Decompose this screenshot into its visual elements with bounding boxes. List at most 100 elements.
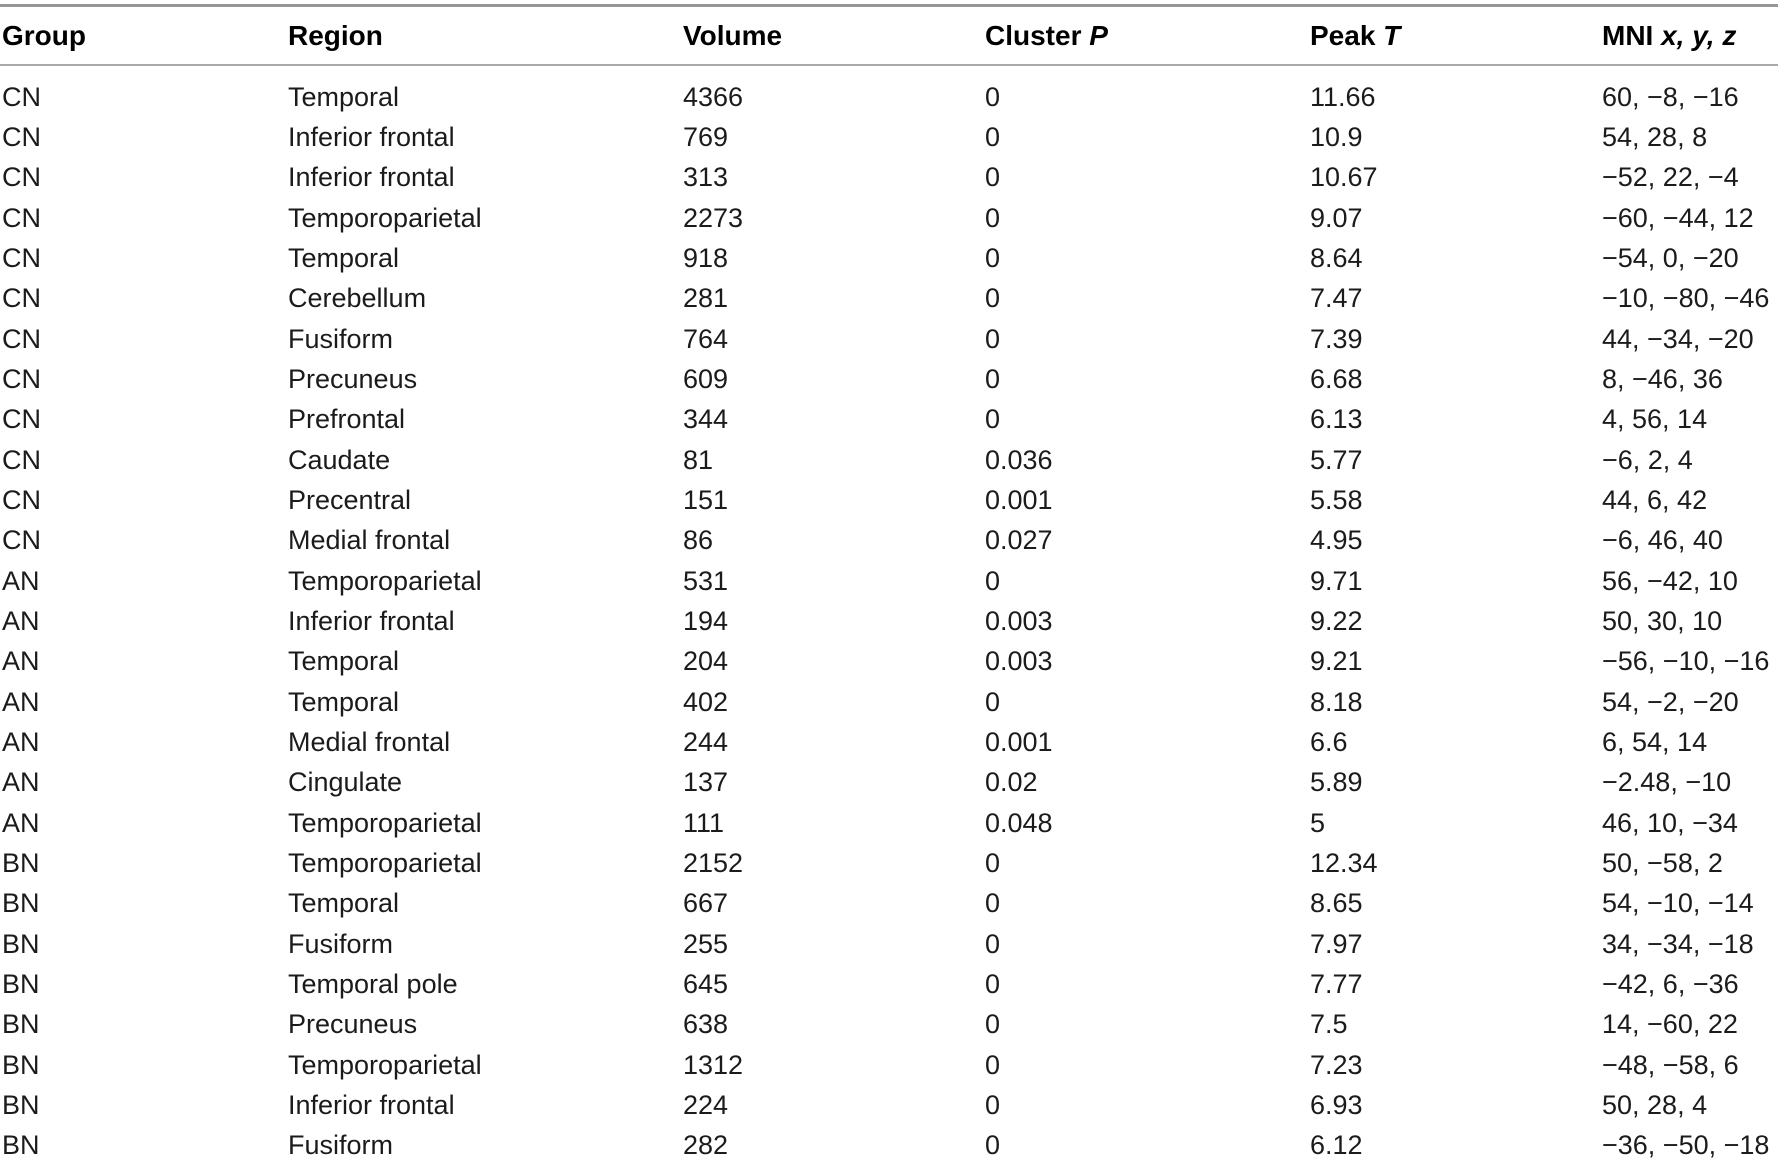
- cell-group: CN: [2, 283, 41, 314]
- cell-peak_t: 5.77: [1310, 444, 1363, 475]
- table-row: CN Cerebellum 281 0 7.47 −10, −80, −46: [0, 279, 1778, 319]
- table-row: BN Temporoparietal 2152 0 12.34 50, −58, 2: [0, 843, 1778, 883]
- cell-volume: 638: [683, 1009, 729, 1040]
- table-row: BN Precuneus 638 0 7.5 14, −60, 22: [0, 1005, 1778, 1045]
- table-row: AN Medial frontal 244 0.001 6.6 6, 54, 14: [0, 722, 1778, 762]
- cell-region: Temporoparietal: [288, 202, 482, 233]
- cell-peak_t: 7.23: [1310, 1049, 1363, 1080]
- cell-volume: 667: [683, 888, 729, 919]
- cell-mni_xyz: 44, −34, −20: [1602, 323, 1754, 354]
- table-row: AN Temporoparietal 111 0.048 5 46, 10, −34: [0, 803, 1778, 843]
- cell-mni_xyz: 54, 28, 8: [1602, 121, 1708, 152]
- cell-volume: 918: [683, 242, 729, 273]
- cell-cluster_p: 0: [985, 121, 1001, 152]
- cell-volume: 111: [683, 807, 725, 838]
- table-row: CN Temporal 918 0 8.64 −54, 0, −20: [0, 238, 1778, 278]
- table-body: CN Temporal 4366 0 11.66 60, −8, −16 CN Inferio…: [0, 66, 1778, 1164]
- cell-cluster_p: 0.048: [985, 807, 1053, 838]
- table-row: BN Temporal 667 0 8.65 54, −10, −14: [0, 884, 1778, 924]
- cell-mni_xyz: 50, −58, 2: [1602, 847, 1723, 878]
- cell-region: Temporal: [288, 242, 400, 273]
- cell-volume: 86: [683, 525, 714, 556]
- cell-peak_t: 9.21: [1310, 646, 1363, 677]
- cell-group: CN: [2, 444, 41, 475]
- cell-peak_t: 5.58: [1310, 484, 1363, 515]
- cell-cluster_p: 0: [985, 283, 1001, 314]
- column-header-region: Region: [288, 19, 383, 51]
- table-row: AN Temporal 204 0.003 9.21 −56, −10, −16: [0, 642, 1778, 682]
- cell-cluster_p: 0.003: [985, 646, 1053, 677]
- cell-volume: 764: [683, 323, 729, 354]
- cell-group: BN: [2, 928, 40, 959]
- cell-mni_xyz: 50, 28, 4: [1602, 1089, 1708, 1120]
- cell-peak_t: 9.07: [1310, 202, 1363, 233]
- cell-volume: 645: [683, 968, 729, 999]
- cell-peak_t: 7.39: [1310, 323, 1363, 354]
- cell-group: AN: [2, 686, 40, 717]
- table-row: AN Temporal 402 0 8.18 54, −2, −20: [0, 682, 1778, 722]
- cell-cluster_p: 0: [985, 1089, 1001, 1120]
- cell-volume: 2273: [683, 202, 744, 233]
- table-top-rule: [0, 4, 1778, 7]
- cell-group: CN: [2, 404, 41, 435]
- cell-peak_t: 5.89: [1310, 767, 1363, 798]
- cell-peak_t: 6.6: [1310, 726, 1348, 757]
- table-row: CN Precentral 151 0.001 5.58 44, 6, 42: [0, 480, 1778, 520]
- cell-group: CN: [2, 323, 41, 354]
- cell-mni_xyz: −2.48, −10: [1602, 767, 1732, 798]
- cell-region: Medial frontal: [288, 525, 451, 556]
- paper-table: Group Region Volume Cluster P Peak T MNI…: [0, 4, 1778, 1164]
- cell-cluster_p: 0: [985, 928, 1001, 959]
- cell-peak_t: 4.95: [1310, 525, 1363, 556]
- cell-cluster_p: 0: [985, 1130, 1001, 1161]
- cell-group: AN: [2, 726, 40, 757]
- table-row: CN Temporal 4366 0 11.66 60, −8, −16: [0, 77, 1778, 117]
- cell-region: Precentral: [288, 484, 412, 515]
- cell-group: AN: [2, 646, 40, 677]
- cell-peak_t: 9.71: [1310, 565, 1363, 596]
- table-row: BN Inferior frontal 224 0 6.93 50, 28, 4: [0, 1085, 1778, 1125]
- cell-region: Inferior frontal: [288, 121, 455, 152]
- cell-volume: 224: [683, 1089, 729, 1120]
- cell-region: Inferior frontal: [288, 605, 455, 636]
- cell-peak_t: 6.12: [1310, 1130, 1363, 1161]
- cell-volume: 1312: [683, 1049, 744, 1080]
- table-row: BN Fusiform 282 0 6.12 −36, −50, −18: [0, 1126, 1778, 1164]
- cell-region: Cerebellum: [288, 283, 427, 314]
- table-row: BN Temporoparietal 1312 0 7.23 −48, −58, 6: [0, 1045, 1778, 1085]
- cell-mni_xyz: −52, 22, −4: [1602, 162, 1739, 193]
- cell-cluster_p: 0: [985, 686, 1001, 717]
- cell-peak_t: 9.22: [1310, 605, 1363, 636]
- cell-peak_t: 5: [1310, 807, 1326, 838]
- cell-volume: 344: [683, 404, 729, 435]
- cell-mni_xyz: 6, 54, 14: [1602, 726, 1708, 757]
- cell-volume: 4366: [683, 81, 744, 112]
- cell-mni_xyz: 46, 10, −34: [1602, 807, 1738, 838]
- cell-cluster_p: 0.036: [985, 444, 1053, 475]
- cell-mni_xyz: 50, 30, 10: [1602, 605, 1723, 636]
- cell-mni_xyz: 54, −10, −14: [1602, 888, 1754, 919]
- table-row: CN Medial frontal 86 0.027 4.95 −6, 46, 40: [0, 521, 1778, 561]
- cell-peak_t: 7.47: [1310, 283, 1363, 314]
- cell-peak_t: 8.65: [1310, 888, 1363, 919]
- cell-group: CN: [2, 363, 41, 394]
- cell-peak_t: 10.67: [1310, 162, 1378, 193]
- cell-group: AN: [2, 605, 40, 636]
- cell-cluster_p: 0: [985, 1049, 1001, 1080]
- cell-mni_xyz: 54, −2, −20: [1602, 686, 1739, 717]
- cell-region: Fusiform: [288, 1130, 394, 1161]
- cell-cluster_p: 0.027: [985, 525, 1053, 556]
- cell-cluster_p: 0.001: [985, 726, 1053, 757]
- cell-peak_t: 8.18: [1310, 686, 1363, 717]
- table-header-rule: [0, 64, 1778, 66]
- cell-mni_xyz: 8, −46, 36: [1602, 363, 1723, 394]
- column-header-cluster-p: Cluster P: [985, 19, 1108, 51]
- cell-mni_xyz: 34, −34, −18: [1602, 928, 1754, 959]
- cell-group: AN: [2, 807, 40, 838]
- cell-volume: 194: [683, 605, 729, 636]
- cell-peak_t: 7.5: [1310, 1009, 1348, 1040]
- cell-volume: 769: [683, 121, 729, 152]
- cell-cluster_p: 0.001: [985, 484, 1053, 515]
- cell-peak_t: 6.13: [1310, 404, 1363, 435]
- cell-cluster_p: 0: [985, 202, 1001, 233]
